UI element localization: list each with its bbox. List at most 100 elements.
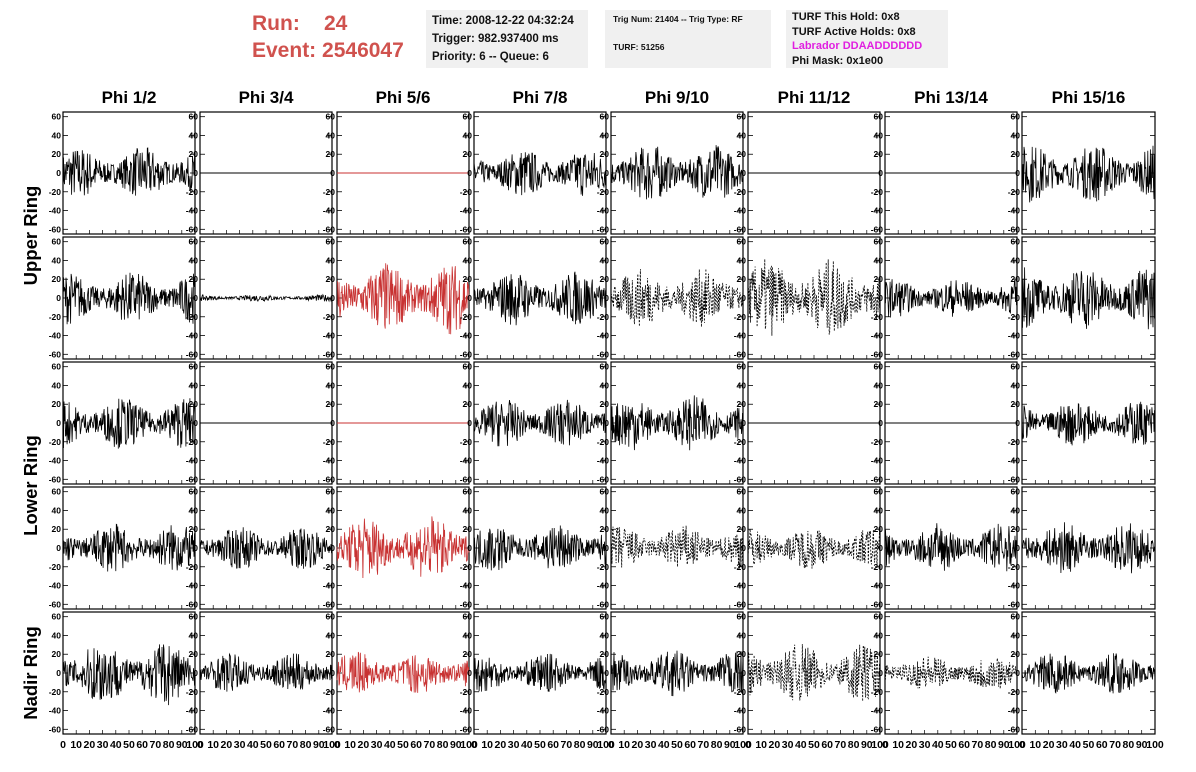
y-tick-label: -60 <box>323 724 336 734</box>
x-tick-label: 0 <box>882 739 888 751</box>
y-tick-label: -60 <box>871 724 884 734</box>
y-tick-label: 20 <box>463 149 473 159</box>
x-tick-label: 30 <box>645 739 657 751</box>
y-tick-label: -60 <box>323 349 336 359</box>
y-tick-label: 0 <box>604 293 609 303</box>
x-tick-label: 10 <box>207 739 219 751</box>
y-tick-label: -40 <box>597 456 610 466</box>
y-tick-label: -40 <box>186 581 199 591</box>
y-tick-label: -60 <box>323 474 336 484</box>
y-tick-label: 20 <box>463 649 473 659</box>
x-tick-label: 40 <box>658 739 670 751</box>
x-tick-label: 10 <box>70 739 82 751</box>
x-tick-label: 20 <box>1043 739 1055 751</box>
y-tick-label: -20 <box>49 312 62 322</box>
x-tick-label: 80 <box>985 739 997 751</box>
y-tick-label: -40 <box>871 706 884 716</box>
y-tick-label: 40 <box>1011 380 1021 390</box>
x-tick-label: 0 <box>197 739 203 751</box>
y-tick-label: -40 <box>49 206 62 216</box>
waveform-trace <box>610 268 744 327</box>
y-tick-label: 20 <box>463 399 473 409</box>
y-tick-label: -60 <box>1008 349 1021 359</box>
y-tick-label: 20 <box>52 149 62 159</box>
x-tick-label: 0 <box>471 739 477 751</box>
y-tick-label: 20 <box>600 274 610 284</box>
x-tick-label: 30 <box>371 739 383 751</box>
y-tick-label: -40 <box>871 206 884 216</box>
waveform-trace <box>1021 145 1156 203</box>
x-tick-label: 30 <box>508 739 520 751</box>
y-tick-label: 20 <box>737 649 747 659</box>
y-tick-label: 60 <box>326 612 336 622</box>
y-tick-label: 60 <box>874 487 884 497</box>
x-tick-label: 50 <box>945 739 957 751</box>
run-value: 24 <box>324 12 348 35</box>
y-tick-label: -60 <box>734 724 747 734</box>
y-tick-label: 60 <box>600 612 610 622</box>
y-tick-label: -60 <box>460 224 473 234</box>
y-tick-label: 0 <box>467 293 472 303</box>
x-tick-label: 20 <box>221 739 233 751</box>
y-tick-label: -60 <box>186 349 199 359</box>
column-title-6: Phi 11/12 <box>778 88 851 107</box>
x-tick-label: 60 <box>273 739 285 751</box>
y-tick-label: 40 <box>1011 630 1021 640</box>
y-tick-label: 40 <box>737 130 747 140</box>
y-tick-label: 0 <box>467 543 472 553</box>
y-tick-label: 20 <box>1011 524 1021 534</box>
waveform-trace <box>473 653 607 692</box>
x-tick-label: 10 <box>344 739 356 751</box>
waveform-trace <box>1021 401 1156 446</box>
y-tick-label: 40 <box>189 630 199 640</box>
y-tick-label: 0 <box>1015 293 1020 303</box>
waveform-trace <box>473 525 607 571</box>
x-tick-label: 20 <box>84 739 96 751</box>
x-tick-label: 20 <box>495 739 507 751</box>
x-tick-label: 80 <box>711 739 723 751</box>
y-tick-label: 0 <box>604 668 609 678</box>
waveform-trace <box>747 528 881 569</box>
y-tick-label: 60 <box>737 237 747 247</box>
waveform-trace <box>62 523 196 572</box>
y-tick-label: -20 <box>460 312 473 322</box>
y-tick-label: 40 <box>874 130 884 140</box>
y-tick-label: -20 <box>597 187 610 197</box>
ring-label-3: Nadir Ring <box>20 626 41 720</box>
time-text: Time: 2008-12-22 04:32:24 <box>432 15 574 27</box>
y-tick-label: 60 <box>1011 112 1021 122</box>
waveform-trace <box>610 145 744 200</box>
waveform-trace <box>473 152 607 196</box>
y-tick-label: -20 <box>460 437 473 447</box>
y-tick-label: 40 <box>600 380 610 390</box>
y-tick-label: -60 <box>186 224 199 234</box>
y-tick-label: -60 <box>734 474 747 484</box>
y-tick-label: 0 <box>56 668 61 678</box>
y-tick-label: -20 <box>1008 562 1021 572</box>
y-tick-label: -60 <box>49 599 62 609</box>
y-tick-label: -40 <box>186 206 199 216</box>
y-tick-label: -20 <box>734 562 747 572</box>
y-tick-label: 20 <box>874 399 884 409</box>
y-tick-label: 40 <box>463 630 473 640</box>
column-title-3: Phi 5/6 <box>376 88 431 107</box>
x-tick-label: 30 <box>97 739 109 751</box>
y-tick-label: -40 <box>460 331 473 341</box>
y-tick-label: -40 <box>1008 456 1021 466</box>
y-tick-label: 40 <box>1011 130 1021 140</box>
y-tick-label: 0 <box>741 418 746 428</box>
y-tick-label: 40 <box>874 380 884 390</box>
y-tick-label: 40 <box>874 505 884 515</box>
y-tick-label: -20 <box>1008 312 1021 322</box>
waveform-trace <box>473 271 607 326</box>
y-tick-label: 60 <box>600 362 610 372</box>
x-tick-label: 80 <box>1123 739 1135 751</box>
y-tick-label: 40 <box>463 130 473 140</box>
x-tick-label: 90 <box>724 739 736 751</box>
y-tick-label: -40 <box>49 706 62 716</box>
y-tick-label: -20 <box>597 312 610 322</box>
y-tick-label: -20 <box>323 687 336 697</box>
y-tick-label: 60 <box>463 237 473 247</box>
x-tick-label: 90 <box>1136 739 1148 751</box>
waveform-trace <box>610 650 744 697</box>
